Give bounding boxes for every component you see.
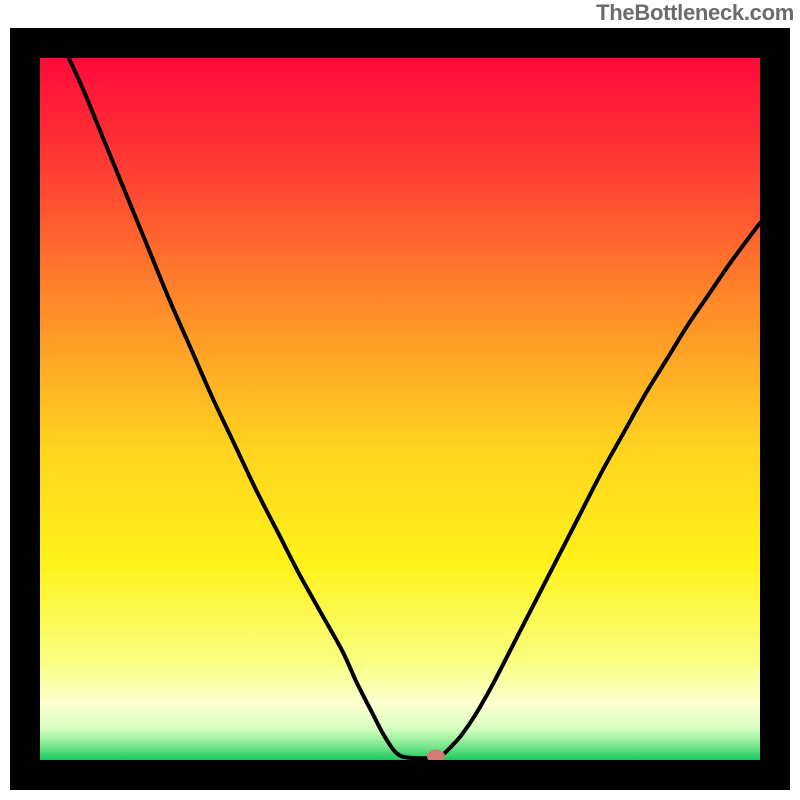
chart-frame: TheBottleneck.com xyxy=(0,0,800,800)
bottleneck-chart xyxy=(0,0,800,800)
plot-background xyxy=(40,58,760,760)
